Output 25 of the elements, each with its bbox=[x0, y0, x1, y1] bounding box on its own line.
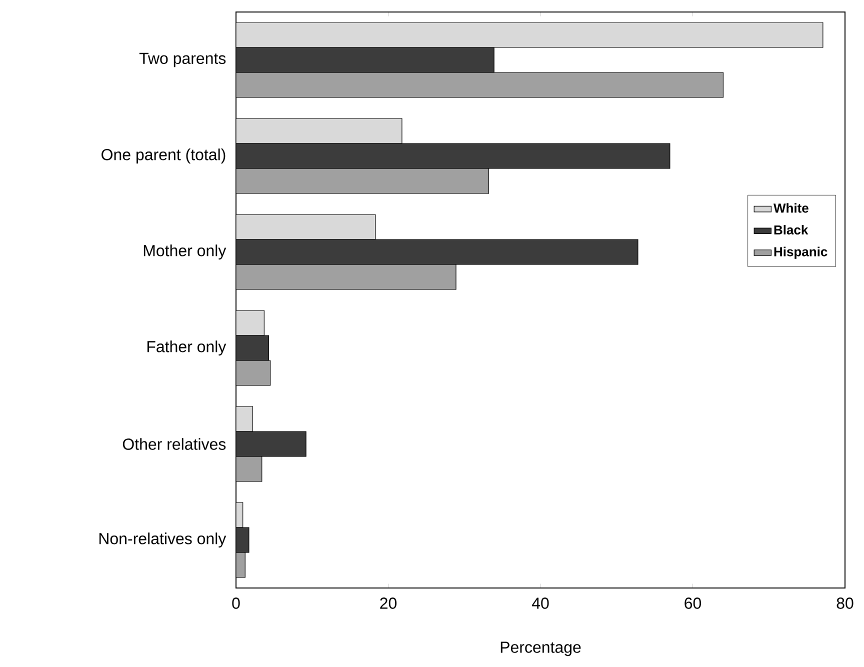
bar bbox=[236, 310, 264, 336]
bar bbox=[236, 118, 402, 144]
y-tick-label: Two parents bbox=[139, 52, 226, 68]
bar bbox=[236, 264, 456, 290]
legend-label: Hispanic bbox=[774, 246, 828, 259]
y-tick-label: Non-relatives only bbox=[99, 532, 226, 548]
bar bbox=[236, 168, 490, 194]
bar bbox=[236, 72, 724, 98]
bar bbox=[236, 214, 376, 240]
legend-label: Black bbox=[774, 224, 808, 235]
x-tick-label: 0 bbox=[232, 598, 240, 609]
x-tick-label: 20 bbox=[380, 598, 397, 609]
x-tick-label: 60 bbox=[684, 598, 702, 609]
bar bbox=[236, 360, 271, 386]
bar bbox=[236, 406, 254, 432]
y-tick-label: Mother only bbox=[144, 244, 226, 260]
y-tick-label: Other relatives bbox=[122, 438, 226, 450]
x-tick-label: 80 bbox=[836, 598, 854, 609]
y-tick-label: Father only bbox=[147, 340, 226, 356]
x-axis-title: Percentage bbox=[500, 642, 581, 656]
legend-label: White bbox=[774, 203, 808, 213]
bar bbox=[236, 456, 262, 482]
y-tick-label: One parent (total) bbox=[102, 148, 226, 164]
bar bbox=[236, 22, 824, 48]
x-tick-label: 40 bbox=[532, 598, 549, 609]
